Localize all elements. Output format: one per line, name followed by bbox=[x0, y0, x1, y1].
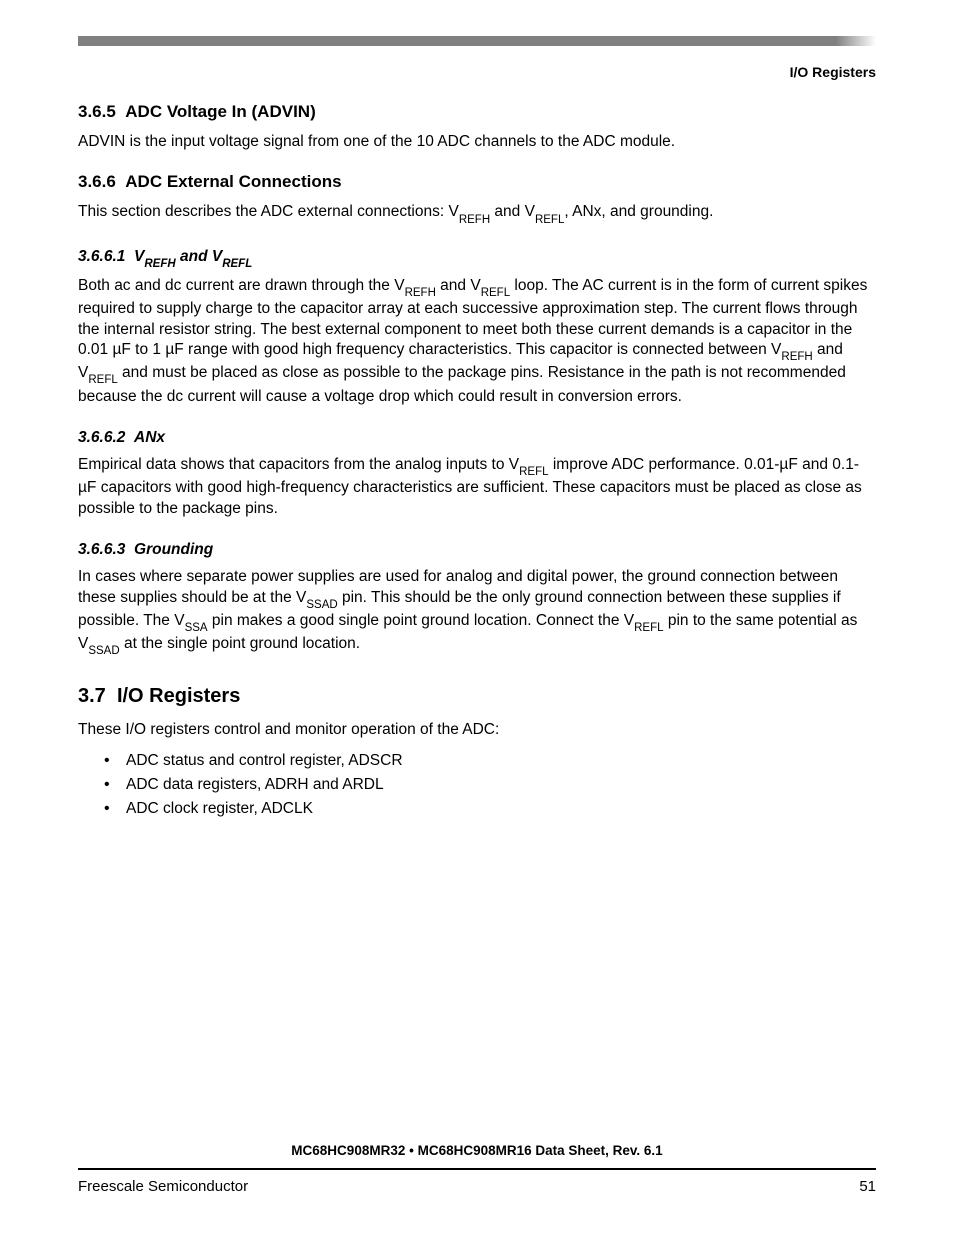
para-366: This section describes the ADC external … bbox=[78, 202, 876, 225]
heading-text: ADC Voltage In (ADVIN) bbox=[125, 102, 315, 121]
header-section-label: I/O Registers bbox=[78, 64, 876, 80]
footer-row: Freescale Semiconductor 51 bbox=[78, 1178, 876, 1195]
footer-page-number: 51 bbox=[859, 1178, 876, 1195]
list-item: ADC data registers, ADRH and ARDL bbox=[126, 773, 876, 797]
para-3661: Both ac and dc current are drawn through… bbox=[78, 276, 876, 407]
heading-37: 3.7 I/O Registers bbox=[78, 685, 876, 708]
footer-rule bbox=[78, 1168, 876, 1170]
heading-365: 3.6.5 ADC Voltage In (ADVIN) bbox=[78, 102, 876, 122]
heading-366: 3.6.6 ADC External Connections bbox=[78, 172, 876, 192]
heading-number: 3.7 bbox=[78, 685, 106, 707]
header-bar bbox=[78, 36, 876, 46]
page: I/O Registers 3.6.5 ADC Voltage In (ADVI… bbox=[0, 0, 954, 1235]
heading-text: ANx bbox=[134, 429, 165, 446]
heading-3663: 3.6.6.3 Grounding bbox=[78, 541, 876, 559]
para-3663: In cases where separate power supplies a… bbox=[78, 567, 876, 657]
heading-number: 3.6.6 bbox=[78, 172, 116, 191]
heading-text: ADC External Connections bbox=[125, 172, 341, 191]
list-37: ADC status and control register, ADSCR A… bbox=[78, 749, 876, 821]
list-item: ADC clock register, ADCLK bbox=[126, 797, 876, 821]
footer-doc-title: MC68HC908MR32 • MC68HC908MR16 Data Sheet… bbox=[78, 1143, 876, 1158]
heading-text: Grounding bbox=[134, 541, 213, 558]
para-37-intro: These I/O registers control and monitor … bbox=[78, 720, 876, 740]
heading-number: 3.6.5 bbox=[78, 102, 116, 121]
heading-number: 3.6.6.1 bbox=[78, 248, 125, 265]
footer: MC68HC908MR32 • MC68HC908MR16 Data Sheet… bbox=[78, 1143, 876, 1195]
para-365: ADVIN is the input voltage signal from o… bbox=[78, 132, 876, 152]
heading-number: 3.6.6.3 bbox=[78, 541, 125, 558]
heading-3661: 3.6.6.1 VREFH and VREFL bbox=[78, 248, 876, 268]
heading-text: I/O Registers bbox=[117, 685, 240, 707]
list-item: ADC status and control register, ADSCR bbox=[126, 749, 876, 773]
heading-3662: 3.6.6.2 ANx bbox=[78, 429, 876, 447]
heading-number: 3.6.6.2 bbox=[78, 429, 125, 446]
para-3662: Empirical data shows that capacitors fro… bbox=[78, 455, 876, 519]
footer-company: Freescale Semiconductor bbox=[78, 1178, 248, 1195]
